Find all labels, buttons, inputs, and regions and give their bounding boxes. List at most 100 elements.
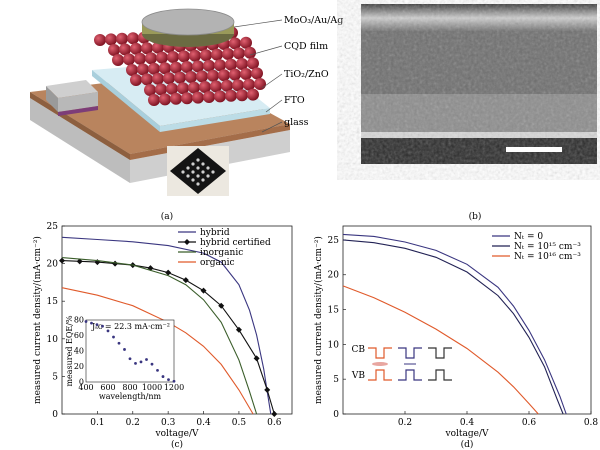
device-photo-pixel — [196, 182, 200, 186]
series-line — [61, 287, 254, 415]
y-tick-label: 10 — [47, 335, 59, 345]
x-axis-label: voltage/V — [155, 429, 199, 439]
plot-frame — [61, 225, 293, 415]
cqd-sphere — [170, 92, 182, 105]
band-label-cb: CB — [352, 345, 366, 355]
cqd-sphere — [214, 59, 226, 72]
inset-jsc-label: Jₛᴄ = 22.3 mA·cm⁻² — [91, 322, 170, 331]
device-photo-pixel — [196, 166, 200, 170]
cqd-sphere — [222, 48, 234, 60]
cqd-sphere — [247, 88, 259, 101]
series-marker — [235, 326, 242, 333]
x-tick-label: 0.8 — [584, 418, 599, 428]
band-cb-left — [368, 347, 392, 359]
cqd-sphere — [192, 60, 204, 73]
inset-x-tick-label: 1200 — [164, 383, 184, 392]
band-vb-left — [368, 369, 392, 381]
device-photo-chip — [170, 148, 226, 194]
contact-pad-left — [46, 86, 58, 112]
inset-point — [139, 360, 143, 364]
band-cb-right — [428, 347, 452, 359]
cqd-sphere — [159, 93, 171, 106]
cqd-sphere — [247, 57, 259, 70]
series-line — [61, 260, 275, 415]
label-glass: glass — [284, 117, 309, 128]
inset-point — [161, 375, 165, 378]
inset-point — [117, 341, 121, 345]
cqd-sphere — [203, 59, 215, 72]
cqd-sphere — [127, 32, 139, 45]
cqd-sphere — [156, 51, 168, 64]
panel-caption: (c) — [171, 439, 183, 450]
inset-point — [145, 358, 148, 361]
series-line — [61, 257, 258, 415]
x-tick-label: 0.4 — [460, 418, 475, 428]
tio-front — [160, 108, 270, 132]
device-photo-pixel — [186, 174, 190, 178]
series-marker — [76, 258, 83, 265]
cqd-sphere — [251, 67, 263, 80]
cqd-sphere — [174, 71, 186, 84]
series-marker — [200, 287, 207, 294]
cqd-sphere — [181, 92, 193, 105]
cqd-sphere — [141, 42, 153, 55]
cqd-sphere — [229, 37, 241, 50]
cqd-sphere — [178, 50, 190, 63]
chart-c: 0.1 0.2 0.3 0.4 0.5 0.6 0 5 10 15 20 25 voltage/V mea… — [32, 222, 293, 450]
inset-point — [84, 320, 88, 323]
device-photo-pixels — [181, 158, 215, 186]
y-axis-label: measured current density/(mA·cm⁻²) — [32, 236, 43, 404]
cqd-sphere — [94, 34, 106, 46]
legend-entry: inorganic — [200, 248, 243, 258]
series-marker — [264, 386, 271, 393]
cqd-sphere — [200, 49, 212, 62]
tio-left — [92, 70, 160, 132]
band-vb-mid — [398, 369, 422, 381]
x-tick-label: 0.6 — [522, 418, 537, 428]
inset-frame — [85, 319, 175, 383]
cqd-sphere — [145, 52, 157, 65]
cqd-sphere — [244, 46, 256, 59]
device-photo-pixel — [201, 170, 205, 174]
cqd-sphere — [211, 48, 223, 61]
label-cqd: CQD film — [284, 41, 328, 52]
legend-entry: Nₜ = 10¹⁵ cm⁻³ — [514, 242, 581, 252]
series-marker — [218, 302, 225, 309]
x-axis-label: voltage/V — [445, 429, 489, 439]
cqd-sphere — [243, 78, 255, 91]
cqd-sphere — [240, 36, 252, 49]
x-tick-label: 0.2 — [126, 418, 140, 428]
cqd-sphere — [225, 89, 237, 102]
device-photo-pixel — [206, 166, 210, 170]
band-trap-left — [372, 362, 388, 366]
band-vb-right — [428, 369, 452, 381]
inset-point — [101, 324, 104, 328]
panel-a-schematic: MoO₃/Au/Ag CQD film TiO₂/ZnO FTO glass (… — [30, 8, 343, 222]
y-tick-label: 15 — [47, 297, 59, 307]
cqd-sphere — [177, 82, 189, 95]
x-tick-label: 0.3 — [161, 418, 176, 428]
inset-point — [95, 323, 99, 327]
device-photo-pixel — [181, 170, 185, 174]
x-tick-label: 0.2 — [398, 418, 412, 428]
panel-caption: (d) — [461, 439, 474, 450]
contact-pad-front — [58, 92, 98, 112]
cqd-sphere — [166, 82, 178, 95]
inset-point — [150, 362, 154, 366]
device-photo-pixel — [201, 178, 205, 182]
cqd-sphere — [232, 79, 244, 92]
cqd-sphere — [225, 58, 237, 71]
inset-point — [156, 368, 159, 372]
cqd-sphere — [126, 64, 138, 76]
inset-y-tick-label: 20 — [74, 362, 84, 371]
glass-left — [30, 98, 130, 183]
cqd-sphere — [108, 44, 120, 56]
y-tick-label: 20 — [47, 260, 59, 270]
cqd-sphere — [112, 54, 124, 66]
cqd-sphere — [236, 89, 248, 102]
device-photo-pixel — [196, 158, 200, 162]
inset-point — [106, 329, 110, 333]
device-photo-pixel — [186, 166, 190, 170]
y-tick-label: 0 — [333, 410, 339, 420]
inset-point — [167, 378, 170, 382]
